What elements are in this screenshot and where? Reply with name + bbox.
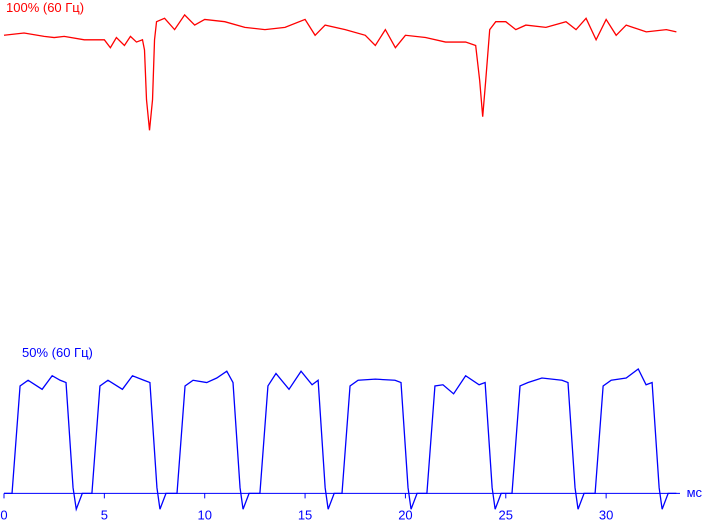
- x-tick-label: 20: [398, 507, 412, 521]
- x-tick-label: 15: [298, 507, 312, 521]
- x-tick-label: 0: [0, 507, 7, 521]
- x-tick-label: 25: [499, 507, 513, 521]
- x-tick-label: 30: [599, 507, 613, 521]
- x-tick-label: 10: [197, 507, 211, 521]
- x-axis-label: мс: [687, 485, 703, 500]
- trace-line: [4, 367, 677, 512]
- series-label: 50% (60 Гц): [22, 345, 93, 360]
- x-tick-label: 5: [101, 507, 108, 521]
- series-label: 100% (60 Гц): [6, 0, 84, 15]
- trace-line: [3, 13, 677, 131]
